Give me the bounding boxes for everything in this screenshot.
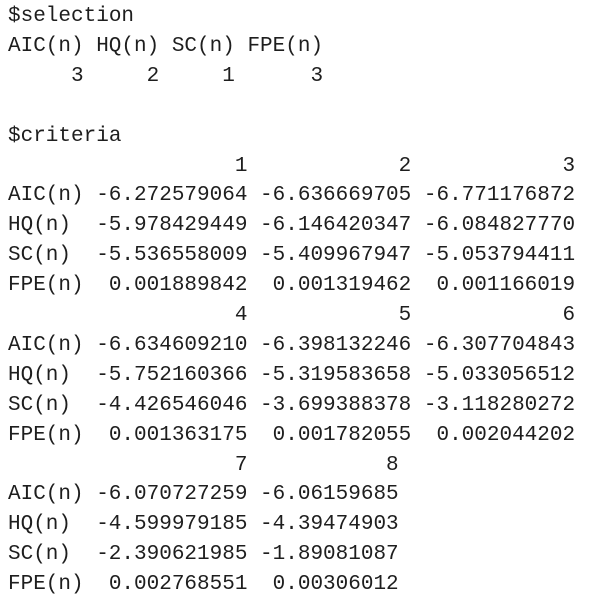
row-name: AIC(n) (8, 184, 84, 208)
cell-value: 3 (310, 64, 324, 88)
cell-value: -3.699388378 (260, 393, 412, 417)
cell-value: -2.390621985 (96, 543, 248, 567)
cell-value: 1 (222, 64, 235, 88)
cell-value: -6.272579064 (96, 184, 248, 208)
cell-value: 0.002044202 (436, 423, 576, 447)
cell-value: -3.118280272 (423, 393, 576, 417)
cell-value: -6.084827770 (423, 214, 576, 238)
cell-value: -6.307704843 (423, 333, 576, 357)
row-name: AIC(n) (8, 333, 84, 357)
cell-value: -6.070727259 (96, 483, 248, 507)
row-name: FPE(n) (8, 573, 84, 597)
row-name: SC(n) (8, 543, 72, 567)
cell-value: -5.409967947 (260, 244, 412, 268)
cell-value: 0.001319462 (272, 274, 412, 298)
column-header: 8 (386, 453, 399, 477)
section-label: $criteria (8, 124, 122, 148)
column-header: 6 (562, 304, 576, 327)
cell-value: 2 (146, 64, 160, 88)
cell-value: -1.89081087 (260, 543, 399, 567)
row-name: SC(n) (8, 393, 72, 417)
section-label: $selection (8, 5, 135, 28)
cell-value: -6.06159685 (260, 483, 399, 507)
cell-value: 0.001782055 (272, 423, 412, 447)
cell-value: 0.002768551 (108, 573, 248, 597)
cell-value: 0.001166019 (436, 274, 576, 298)
column-header: 1 (234, 154, 248, 178)
row-name: AIC(n) (8, 483, 84, 507)
cell-value: 0.00306012 (272, 573, 399, 597)
row-name: HQ(n) (8, 214, 72, 238)
column-header: AIC(n) (8, 34, 84, 58)
row-name: SC(n) (8, 244, 72, 268)
column-header: SC(n) (171, 34, 235, 58)
cell-value: -4.39474903 (260, 513, 399, 537)
cell-value: 0.001363175 (108, 423, 248, 447)
cell-value: -6.634609210 (96, 333, 248, 357)
cell-value: -5.978429449 (96, 214, 248, 238)
cell-value: 0.001889842 (108, 274, 248, 298)
cell-value: -6.398132246 (260, 333, 412, 357)
column-header: HQ(n) (96, 34, 160, 58)
cell-value: -5.752160366 (96, 363, 248, 387)
column-header: FPE(n) (247, 34, 324, 58)
cell-value: -4.599979185 (96, 513, 248, 537)
row-name: HQ(n) (8, 363, 72, 387)
cell-value: 3 (71, 64, 84, 88)
cell-value: -5.319583658 (260, 363, 412, 387)
column-header: 4 (234, 304, 248, 327)
cell-value: -5.536558009 (96, 244, 248, 268)
cell-value: -4.426546046 (96, 393, 248, 417)
row-name: FPE(n) (8, 423, 84, 447)
column-header: 3 (562, 154, 576, 178)
column-header: 2 (398, 154, 412, 178)
row-name: FPE(n) (8, 274, 84, 298)
row-name: HQ(n) (8, 513, 72, 537)
cell-value: -6.636669705 (260, 184, 412, 208)
column-header: 7 (234, 453, 248, 477)
cell-value: -6.146420347 (260, 214, 412, 238)
column-header: 5 (398, 304, 412, 327)
cell-value: -5.033056512 (423, 363, 576, 387)
cell-value: -5.053794411 (423, 244, 576, 268)
cell-value: -6.771176872 (423, 184, 576, 208)
